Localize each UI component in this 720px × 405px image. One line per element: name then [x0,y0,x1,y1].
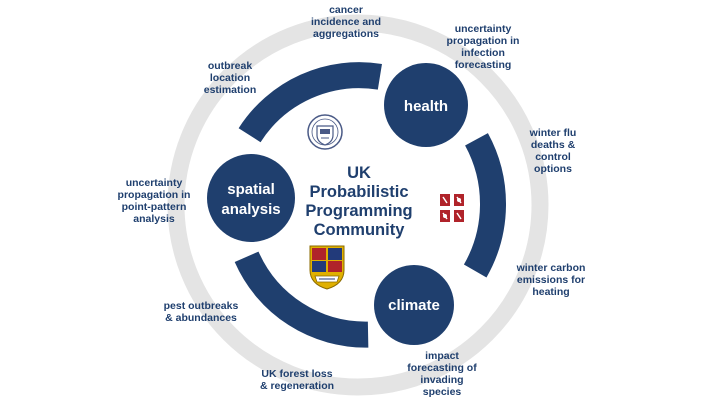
label-forest-loss: UK forest loss & regeneration [260,368,334,392]
label-uncertainty-point-line4: analysis [133,213,175,225]
arc-climate-spatial [234,251,369,348]
label-winter-flu-line3: control [535,151,571,163]
label-uncertainty-infection-line1: uncertainty [455,23,512,35]
inner-ring [234,62,506,348]
label-forest-loss-line2: & regeneration [260,380,334,392]
label-outbreak-line2: location [210,72,250,84]
label-uncertainty-point-line2: propagation in [118,189,191,201]
label-uncertainty-infection: uncertainty propagation in infection for… [447,23,520,71]
label-cancer-line3: aggregations [313,28,379,40]
label-winter-carbon: winter carbon emissions for heating [516,262,586,298]
label-winter-flu-line2: deaths & [531,139,576,151]
label-uncertainty-infection-line3: infection [461,47,505,59]
label-impact-line4: species [423,386,462,398]
label-winter-flu-line4: options [534,163,572,175]
label-impact-line2: forecasting of [407,362,477,374]
label-uncertainty-point-line3: point-pattern [122,201,187,213]
node-health-label: health [404,98,448,115]
node-spatial-label-line2: analysis [221,201,280,218]
node-climate-label: climate [388,297,440,314]
warwick-crest-icon [439,193,465,223]
imperial-crest-icon [309,245,345,290]
label-uncertainty-point-line1: uncertainty [126,177,183,189]
center-title-line4: Community [314,221,406,239]
label-forest-loss-line1: UK forest loss [261,368,332,380]
label-impact-line1: impact [425,350,459,362]
label-winter-carbon-line3: heating [532,286,569,298]
label-winter-flu-line1: winter flu [529,127,577,139]
node-health: health [384,63,468,147]
label-pest-line1: pest outbreaks [164,300,239,312]
arc-spatial-health [238,62,382,143]
label-winter-carbon-line1: winter carbon [516,262,586,274]
label-uncertainty-infection-line4: forecasting [455,59,512,71]
center-title-line1: UK [347,164,371,182]
label-winter-flu: winter flu deaths & control options [529,127,577,175]
oxford-seal-icon [307,114,343,150]
node-spatial-analysis: spatial analysis [207,154,295,242]
label-pest-line2: & abundances [165,312,237,324]
label-outbreak-line1: outbreak [208,60,253,72]
node-climate: climate [374,265,454,345]
center-title-line3: Programming [305,202,412,220]
label-outbreak-line3: estimation [204,84,257,96]
node-spatial-label-line1: spatial [227,181,275,198]
label-impact-line3: invading [420,374,463,386]
center-title: UK Probabilistic Programming Community [305,164,412,239]
label-pest-outbreaks: pest outbreaks & abundances [164,300,239,324]
label-winter-carbon-line2: emissions for [517,274,585,286]
label-cancer-line2: incidence and [311,16,381,28]
label-uncertainty-point-pattern: uncertainty propagation in point-pattern… [118,177,191,225]
application-labels: cancer incidence and aggregations uncert… [118,4,586,398]
arc-health-climate [463,133,506,278]
label-outbreak-location: outbreak location estimation [204,60,257,96]
label-cancer-line1: cancer [329,4,363,16]
center-title-line2: Probabilistic [309,183,408,201]
label-cancer-incidence: cancer incidence and aggregations [311,4,381,40]
outer-ring [167,14,549,396]
label-uncertainty-infection-line2: propagation in [447,35,520,47]
label-impact-forecasting: impact forecasting of invading species [407,350,477,398]
